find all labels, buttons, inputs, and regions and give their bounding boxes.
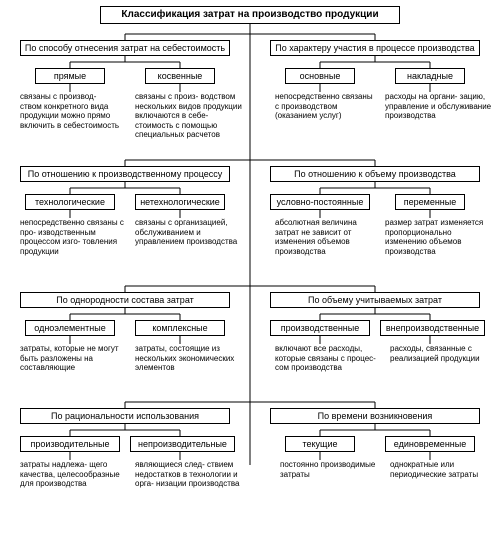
item-desc: затраты надлежа- щего качества, целесооб… xyxy=(20,460,125,489)
item-box: внепроизводственные xyxy=(380,320,485,336)
item-box: косвенные xyxy=(145,68,215,84)
item-desc: связаны с организацией, обслуживанием и … xyxy=(135,218,240,247)
item-box: основные xyxy=(285,68,355,84)
group-header: По характеру участия в процессе производ… xyxy=(270,40,480,56)
item-desc: расходы на органи- зацию, управление и о… xyxy=(385,92,495,121)
item-box: накладные xyxy=(395,68,465,84)
item-desc: непосредственно связаны с про- изводстве… xyxy=(20,218,125,256)
group-header: По рациональности использования xyxy=(20,408,230,424)
item-box: непроизводительные xyxy=(130,436,235,452)
group-header: По отношению к объему производства xyxy=(270,166,480,182)
item-box: единовременные xyxy=(385,436,475,452)
item-desc: однократные или периодические затраты xyxy=(390,460,490,479)
item-desc: постоянно производимые затраты xyxy=(280,460,380,479)
group-header: По объему учитываемых затрат xyxy=(270,292,480,308)
item-desc: являющиеся след- ствием недостатков в те… xyxy=(135,460,245,489)
group-header: По однородности состава затрат xyxy=(20,292,230,308)
item-box: условно-постоянные xyxy=(270,194,370,210)
diagram-title: Классификация затрат на производство про… xyxy=(100,6,400,24)
item-desc: связаны с производ- ством конкретного ви… xyxy=(20,92,120,130)
item-desc: размер затрат изменяется пропорционально… xyxy=(385,218,495,256)
item-box: производственные xyxy=(270,320,370,336)
group-header: По способу отнесения затрат на себестоим… xyxy=(20,40,230,56)
item-desc: затраты, которые не могут быть разложены… xyxy=(20,344,125,373)
group-header: По времени возникновения xyxy=(270,408,480,424)
diagram-root: Классификация затрат на производство про… xyxy=(0,0,501,556)
item-box: технологические xyxy=(25,194,115,210)
group-header: По отношению к производственному процесс… xyxy=(20,166,230,182)
item-box: комплексные xyxy=(135,320,225,336)
item-box: прямые xyxy=(35,68,105,84)
item-desc: затраты, состоящие из нескольких экономи… xyxy=(135,344,240,373)
item-desc: расходы, связанные с реализацией продукц… xyxy=(390,344,490,363)
item-box: производительные xyxy=(20,436,120,452)
item-desc: непосредственно связаны с производством … xyxy=(275,92,375,121)
item-desc: абсолютная величина затрат не зависит от… xyxy=(275,218,380,256)
item-box: переменные xyxy=(395,194,465,210)
item-desc: связаны с произ- водством нескольких вид… xyxy=(135,92,245,140)
item-box: нетехнологические xyxy=(135,194,225,210)
item-box: одноэлементные xyxy=(25,320,115,336)
item-desc: включают все расходы, которые связаны с … xyxy=(275,344,380,373)
item-box: текущие xyxy=(285,436,355,452)
